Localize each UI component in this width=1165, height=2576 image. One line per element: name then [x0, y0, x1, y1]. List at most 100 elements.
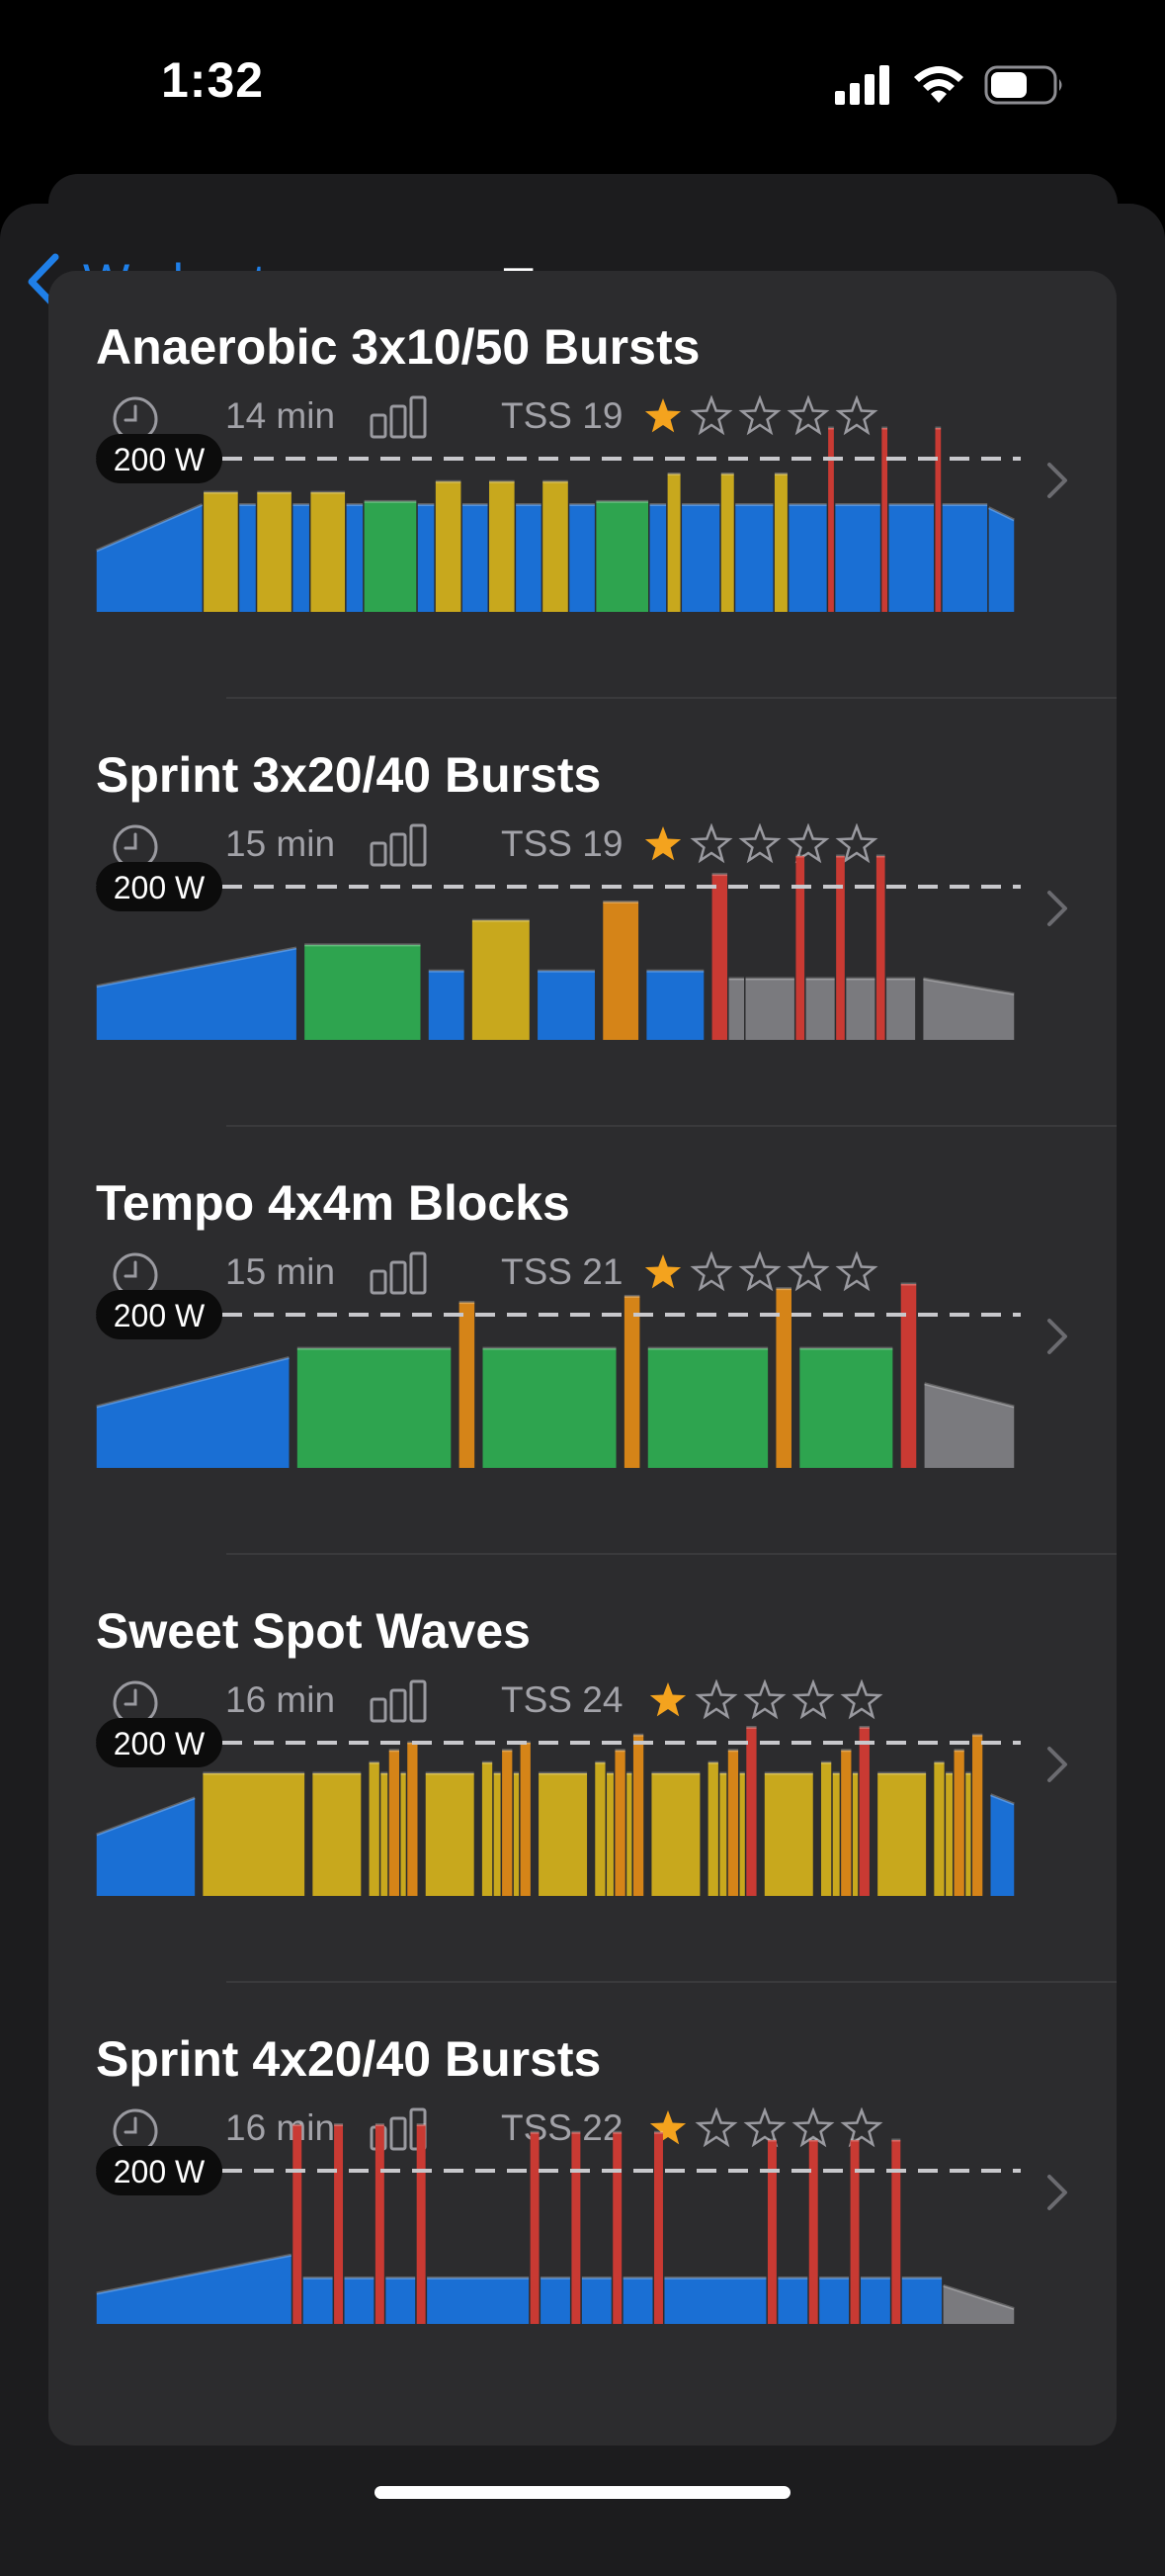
workout-row[interactable]: Anaerobic 3x10/50 Bursts 14 min TSS 19 2… — [48, 271, 1117, 699]
interval-segment — [489, 481, 515, 612]
interval-segment — [891, 2140, 901, 2324]
interval-segment — [682, 504, 720, 612]
star-empty-icon[interactable] — [787, 1250, 830, 1292]
battery-icon — [984, 65, 1062, 105]
interval-segment — [541, 2277, 570, 2324]
interval-segment — [520, 1743, 531, 1896]
interval-segment — [923, 979, 1015, 1040]
row-separator — [226, 1125, 1117, 1127]
interval-segment — [705, 979, 711, 1040]
interval-segment — [596, 979, 602, 1040]
interval-segment — [836, 856, 845, 1040]
interval-segment — [745, 979, 794, 1040]
threshold-label-pill — [96, 2146, 222, 2195]
interval-segment — [364, 501, 417, 612]
star-filled-icon[interactable] — [649, 1682, 687, 1717]
interval-segment — [204, 492, 238, 612]
star-empty-icon[interactable] — [787, 394, 830, 436]
interval-segment — [861, 2277, 890, 2324]
star-empty-icon[interactable] — [835, 822, 878, 864]
rating-stars — [641, 394, 888, 444]
interval-top-edge — [96, 503, 204, 553]
workout-row[interactable]: Sweet Spot Waves 16 min TSS 24 200 W — [48, 1555, 1117, 1983]
interval-segment — [776, 1288, 792, 1468]
interval-segment — [481, 1762, 493, 1896]
interval-segment — [954, 1750, 964, 1896]
interval-segment — [805, 979, 835, 1040]
interval-segment — [96, 1357, 290, 1468]
interval-segment — [400, 1773, 406, 1896]
star-empty-icon[interactable] — [743, 2106, 787, 2148]
interval-segment — [542, 481, 568, 612]
star-empty-icon[interactable] — [835, 394, 878, 436]
interval-segment — [646, 971, 705, 1040]
interval-segment — [888, 504, 934, 612]
star-filled-icon[interactable] — [644, 398, 682, 433]
interval-segment — [595, 1762, 606, 1896]
interval-segment — [292, 504, 309, 612]
star-empty-icon[interactable] — [690, 394, 733, 436]
workout-title: Sprint 4x20/40 Bursts — [96, 2031, 602, 2087]
workout-title: Tempo 4x4m Blocks — [96, 1175, 570, 1231]
workout-row[interactable]: Sprint 4x20/40 Bursts 16 min TSS 22 200 … — [48, 1983, 1117, 2411]
star-empty-icon[interactable] — [695, 2106, 738, 2148]
workout-row[interactable]: Sprint 3x20/40 Bursts 15 min TSS 19 200 … — [48, 699, 1117, 1127]
star-filled-icon[interactable] — [644, 826, 682, 861]
interval-segment — [493, 1773, 501, 1896]
star-empty-icon[interactable] — [791, 2106, 835, 2148]
star-filled-icon[interactable] — [644, 1254, 682, 1289]
star-filled-icon[interactable] — [649, 2110, 687, 2145]
workout-profile-chart: 200 W — [96, 854, 1021, 1040]
star-empty-icon[interactable] — [738, 822, 782, 864]
star-empty-icon[interactable] — [690, 822, 733, 864]
star-empty-icon[interactable] — [695, 1678, 738, 1720]
interval-segment — [728, 979, 745, 1040]
star-empty-icon[interactable] — [791, 1678, 835, 1720]
interval-segment — [516, 504, 541, 612]
interval-segment — [934, 1762, 945, 1896]
interval-segment — [419, 1835, 425, 1896]
rating-stars — [641, 1250, 888, 1300]
workout-tss: TSS 19 — [501, 395, 624, 436]
interval-segment — [990, 1794, 1015, 1896]
star-empty-icon[interactable] — [738, 1250, 782, 1292]
cellular-signal-icon — [835, 65, 889, 105]
interval-segment — [292, 2124, 302, 2324]
interval-segment — [841, 1750, 852, 1896]
interval-segment — [792, 1407, 798, 1468]
interval-segment — [654, 2132, 663, 2324]
interval-segment — [421, 979, 428, 1040]
stars-svg — [644, 1250, 878, 1292]
rating-stars — [646, 1678, 893, 1728]
interval-segment — [799, 1348, 893, 1468]
interval-segment — [385, 2277, 416, 2324]
interval-segment — [832, 1773, 840, 1896]
interval-top-edge — [943, 2283, 1015, 2310]
star-empty-icon[interactable] — [743, 1678, 787, 1720]
stars-svg — [649, 1678, 883, 1720]
star-empty-icon[interactable] — [835, 1250, 878, 1292]
interval-top-edge — [924, 1382, 1015, 1409]
star-empty-icon[interactable] — [787, 822, 830, 864]
star-empty-icon[interactable] — [840, 1678, 883, 1720]
stars-svg — [649, 2106, 883, 2148]
workout-row[interactable]: Tempo 4x4m Blocks 15 min TSS 21 200 W — [48, 1127, 1117, 1555]
intensity-bars-icon — [370, 823, 427, 867]
interval-segment — [877, 1773, 927, 1896]
interval-segment — [828, 428, 834, 612]
stars-svg — [644, 394, 878, 436]
star-empty-icon[interactable] — [690, 1250, 733, 1292]
interval-top-edge — [96, 1355, 290, 1409]
interval-segment — [603, 902, 639, 1040]
interval-segment — [819, 2277, 850, 2324]
star-empty-icon[interactable] — [738, 394, 782, 436]
home-indicator[interactable] — [374, 2486, 791, 2499]
workout-duration: 14 min — [225, 395, 336, 436]
interval-segment — [942, 504, 988, 612]
threshold-label-pill — [96, 1718, 222, 1767]
star-empty-icon[interactable] — [840, 2106, 883, 2148]
workout-profile-chart: 200 W — [96, 1282, 1021, 1468]
interval-segment — [626, 1773, 632, 1896]
interval-segment — [305, 1835, 311, 1896]
workout-duration: 16 min — [225, 2107, 336, 2148]
